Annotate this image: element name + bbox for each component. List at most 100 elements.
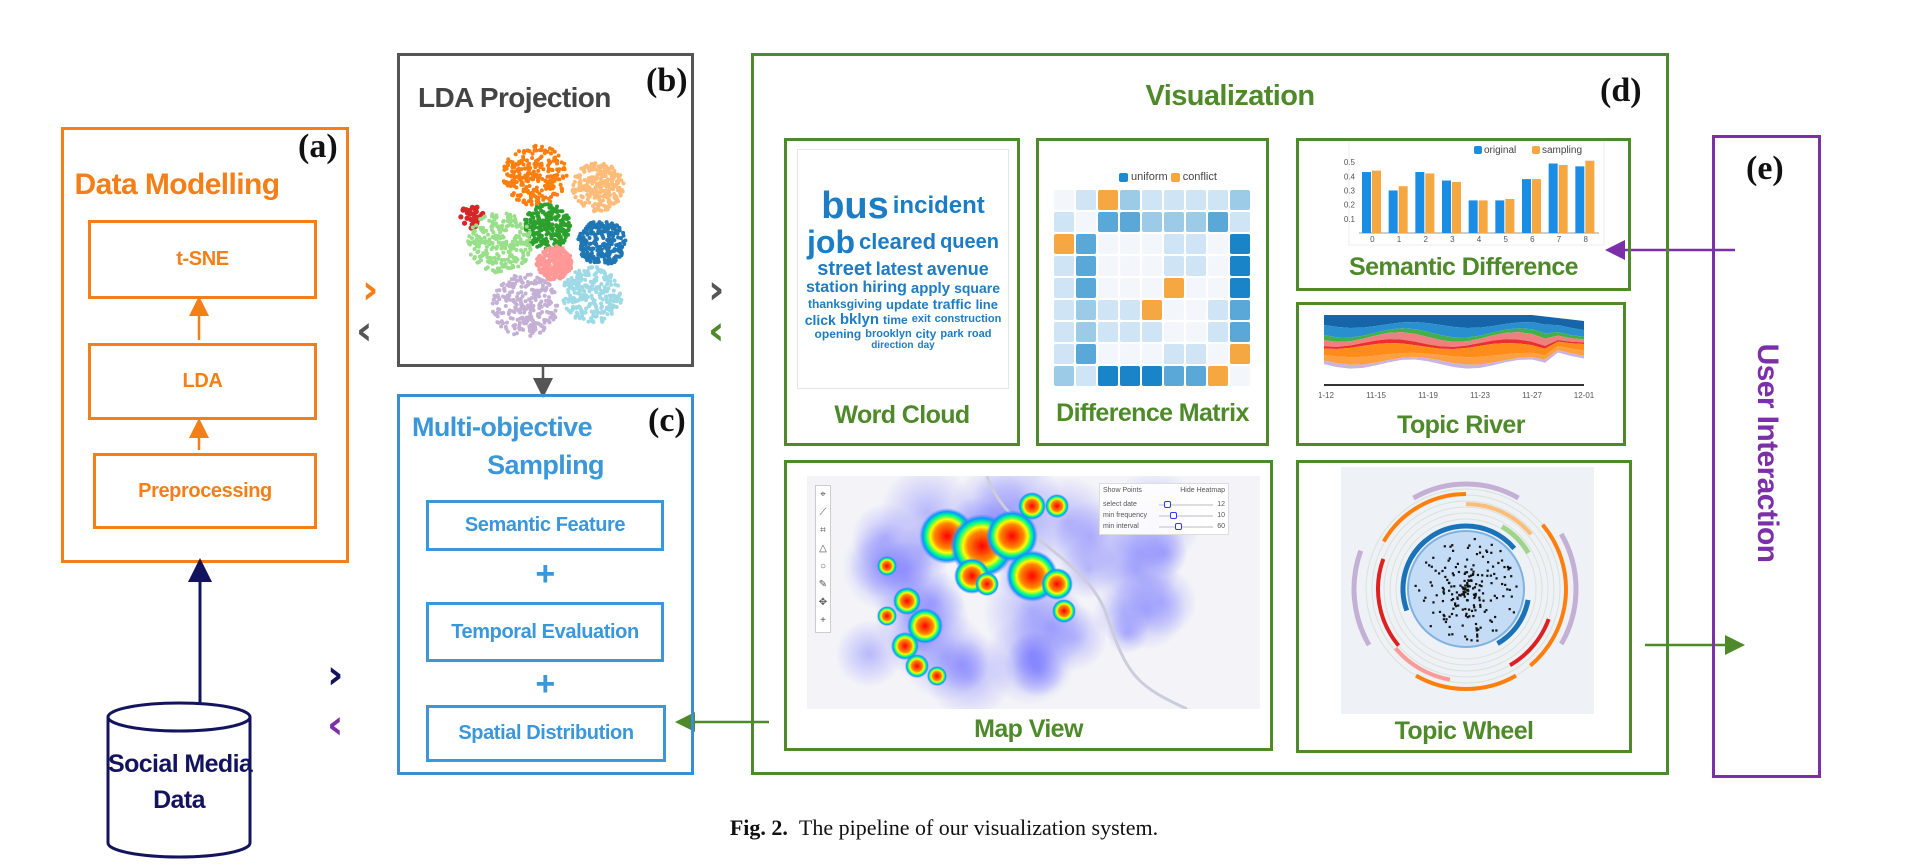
word-cloud-word[interactable]: thanksgiving	[808, 297, 883, 311]
show-points-button[interactable]: Show Points	[1103, 487, 1142, 494]
tweet-point	[1453, 585, 1456, 588]
cluster-point	[494, 300, 499, 305]
word-cloud-word[interactable]: incident	[892, 192, 985, 219]
chevron-right-icon: ›	[708, 267, 725, 313]
circle-tool-icon[interactable]: ○	[819, 561, 827, 572]
cluster-point	[474, 233, 479, 238]
cluster-point	[491, 230, 496, 235]
heat-hotspot	[1045, 494, 1069, 518]
cluster-point	[598, 225, 603, 230]
slider-track[interactable]	[1159, 511, 1214, 519]
matrix-cell	[1164, 234, 1184, 254]
cluster-point	[528, 311, 533, 316]
tweet-point	[1500, 559, 1504, 562]
cluster-point	[612, 192, 617, 197]
word-cloud-view[interactable]: bus incident job cleared queen street latest av…	[784, 138, 1020, 446]
slider-thumb[interactable]	[1175, 522, 1183, 530]
tweet-point	[1476, 635, 1479, 638]
map-slider[interactable]: min interval 60	[1103, 521, 1225, 532]
word-cloud-word[interactable]: latest	[875, 259, 923, 279]
slider-track[interactable]	[1159, 500, 1214, 508]
matrix-cell	[1054, 190, 1074, 210]
cluster-point	[605, 238, 610, 243]
tweet-point	[1418, 589, 1421, 592]
cluster-point	[580, 313, 585, 318]
map-slider[interactable]: min frequency 10	[1103, 510, 1225, 521]
word-cloud-word[interactable]: street	[817, 258, 872, 280]
word-cloud-word[interactable]: cleared	[859, 229, 937, 254]
cluster-point	[614, 294, 619, 299]
cluster-point	[603, 274, 608, 279]
tweet-point	[1464, 587, 1467, 590]
cluster-point	[529, 202, 534, 207]
word-cloud-word[interactable]: click	[804, 311, 836, 328]
word-cloud-word[interactable]: time	[883, 312, 908, 327]
word-cloud-word[interactable]: apply	[910, 279, 951, 297]
map-view[interactable]: ⌖ ⟋ ⌗ △ ○ ✎ ✥ + Show Points Hide Heatmap select…	[784, 460, 1273, 751]
word-cloud-word[interactable]: construction	[934, 313, 1002, 325]
tweet-point	[1448, 557, 1451, 560]
word-cloud-word[interactable]: day	[917, 340, 935, 351]
rectangle-tool-icon[interactable]: ⌗	[820, 525, 826, 536]
hide-heatmap-button[interactable]: Hide Heatmap	[1180, 487, 1225, 494]
river-stream	[1324, 328, 1584, 342]
slider-thumb[interactable]	[1164, 500, 1172, 508]
slider-track[interactable]	[1159, 522, 1214, 530]
slider-label: min interval	[1103, 522, 1139, 530]
tweet-point	[1504, 583, 1507, 587]
word-cloud-word[interactable]: queen	[940, 231, 999, 253]
cluster-point	[614, 254, 619, 259]
word-cloud-word[interactable]: direction	[871, 340, 914, 351]
word-cloud-word[interactable]: square	[954, 280, 1000, 296]
line-tool-icon[interactable]: ⟋	[819, 507, 827, 518]
word-cloud-word[interactable]: city	[915, 327, 937, 341]
lda-projection-title: LDA Projection	[418, 82, 611, 113]
tweet-point	[1432, 611, 1435, 614]
word-cloud-word[interactable]: traffic	[932, 296, 972, 312]
difference-matrix-view[interactable]: uniform conflict Difference Matrix	[1036, 138, 1269, 446]
word-cloud-word[interactable]: exit	[911, 313, 931, 325]
word-cloud-word[interactable]: brooklyn	[865, 327, 912, 340]
word-cloud-word[interactable]: bklyn	[839, 311, 880, 328]
cluster-point	[546, 271, 551, 276]
cluster-point	[472, 246, 477, 251]
cluster-point	[527, 230, 532, 235]
polygon-tool-icon[interactable]: △	[819, 543, 827, 554]
cluster-point	[607, 260, 612, 265]
cut-tool-icon[interactable]: +	[820, 615, 826, 626]
cluster-point	[578, 292, 583, 297]
word-cloud-word[interactable]: avenue	[926, 259, 989, 279]
topic-wheel-view[interactable]: Topic Wheel	[1296, 460, 1632, 753]
cluster-point	[527, 183, 532, 188]
topic-river-view[interactable]: 11-12 11-15 11-19 11-23 11-27 12-01 Topic Riv…	[1296, 302, 1626, 446]
cluster-point	[538, 225, 543, 230]
cluster-point	[559, 226, 564, 231]
tweet-point	[1507, 567, 1510, 570]
edit-tool-icon[interactable]: ✎	[818, 579, 828, 590]
cluster-point	[584, 256, 589, 261]
move-tool-icon[interactable]: ✥	[818, 597, 828, 608]
cluster-point	[594, 314, 599, 319]
cluster-point	[517, 176, 522, 181]
tweet-point	[1464, 635, 1467, 638]
word-cloud-word[interactable]: road	[967, 327, 992, 340]
slider-thumb[interactable]	[1169, 511, 1177, 519]
word-cloud-word[interactable]: bus	[821, 185, 889, 227]
word-cloud-word[interactable]: park	[940, 327, 964, 340]
cluster-point	[532, 225, 537, 230]
map-slider[interactable]: select date 12	[1103, 499, 1225, 510]
word-cloud-word[interactable]: line	[975, 296, 998, 312]
cluster-point	[554, 244, 559, 249]
cluster-point	[551, 191, 556, 196]
cluster-point	[560, 275, 565, 280]
cluster-point	[536, 263, 541, 268]
word-cloud-word[interactable]: update	[886, 296, 929, 312]
word-cloud-word[interactable]: station	[806, 279, 859, 296]
cluster-point	[508, 220, 513, 225]
semantic-difference-view[interactable]: original sampling 0.1 0.2 0.3 0.4 0.5 0 1 2 3 4 5 6 7 8…	[1296, 138, 1631, 291]
tweet-point	[1464, 607, 1467, 611]
word-cloud-word[interactable]: hiring	[862, 279, 907, 296]
word-cloud-word[interactable]: job	[807, 224, 855, 260]
marker-tool-icon[interactable]: ⌖	[820, 489, 826, 500]
word-cloud-word[interactable]: opening	[814, 327, 862, 341]
